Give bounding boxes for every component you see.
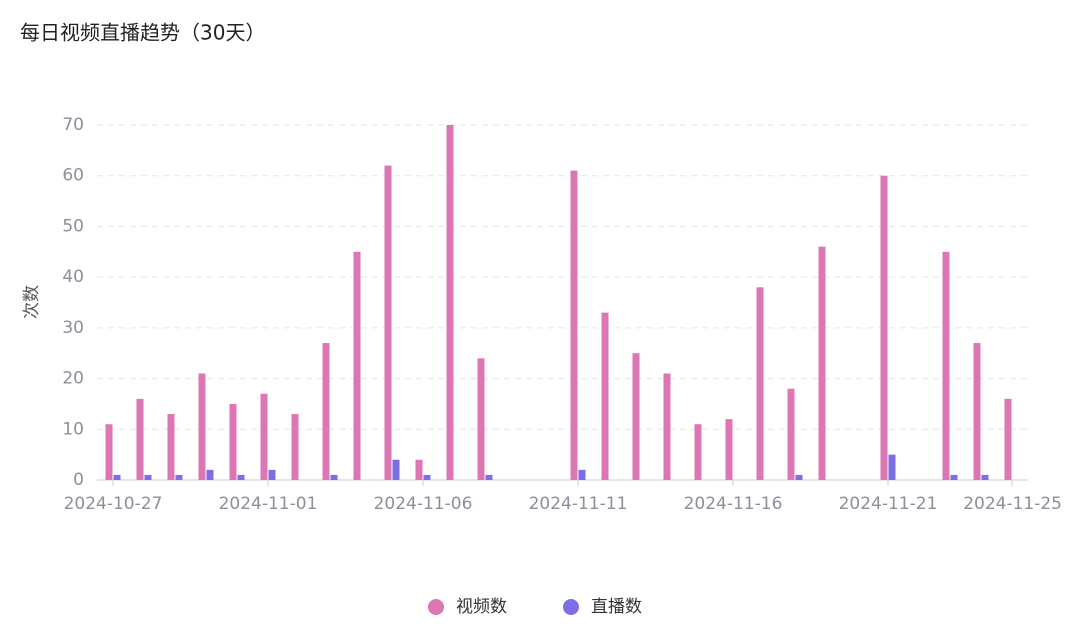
bar — [229, 403, 237, 480]
x-tick-label: 2024-11-21 — [839, 494, 938, 514]
bar — [663, 373, 671, 480]
x-tick-label: 2024-11-11 — [529, 494, 628, 514]
bar — [384, 165, 392, 481]
legend-marker — [563, 599, 579, 615]
bar — [787, 388, 795, 480]
y-tick-label: 30 — [62, 318, 84, 338]
y-tick-label: 0 — [73, 470, 84, 490]
chart-title: 每日视频直播趋势（30天） — [20, 21, 265, 45]
bar — [477, 358, 485, 480]
y-tick-label: 20 — [62, 369, 84, 389]
bar — [694, 424, 702, 480]
bar — [756, 287, 764, 480]
bar — [880, 175, 888, 480]
bar — [446, 125, 454, 480]
bar — [423, 474, 431, 480]
bar — [353, 251, 361, 480]
bar — [942, 251, 950, 480]
x-tick-label: 2024-11-06 — [374, 494, 473, 514]
x-tick-label: 2024-11-25 — [963, 494, 1062, 514]
bar — [950, 474, 958, 480]
y-tick-label: 50 — [62, 216, 84, 236]
bar — [291, 414, 299, 480]
x-tick-label: 2024-11-01 — [219, 494, 318, 514]
bar — [415, 459, 423, 480]
bar — [113, 474, 121, 480]
bar — [1004, 398, 1012, 480]
legend-label: 直播数 — [591, 597, 642, 617]
y-tick-label: 10 — [62, 419, 84, 439]
bar — [260, 393, 268, 480]
bar — [888, 454, 896, 480]
bar — [485, 474, 493, 480]
bar — [330, 474, 338, 480]
bar — [981, 474, 989, 480]
bar — [632, 353, 640, 480]
bar — [175, 474, 183, 480]
legend-marker — [428, 599, 444, 615]
y-tick-label: 60 — [62, 166, 84, 186]
bar — [601, 312, 609, 480]
bar — [578, 469, 586, 480]
bar — [198, 373, 206, 480]
bar — [322, 343, 330, 480]
x-tick-label: 2024-11-16 — [684, 494, 783, 514]
bar — [818, 246, 826, 480]
y-tick-label: 70 — [62, 115, 84, 135]
bar — [144, 474, 152, 480]
bar — [725, 419, 733, 480]
bar — [206, 469, 214, 480]
bar — [268, 469, 276, 480]
bar — [570, 170, 578, 480]
bar — [237, 474, 245, 480]
y-axis-title: 次数 — [22, 285, 42, 319]
bar — [167, 414, 175, 480]
bar — [392, 459, 400, 480]
bar — [136, 398, 144, 480]
bar — [973, 343, 981, 480]
legend-label: 视频数 — [456, 597, 507, 617]
bar — [105, 424, 113, 480]
bar — [795, 474, 803, 480]
x-tick-label: 2024-10-27 — [64, 494, 163, 514]
y-tick-label: 40 — [62, 267, 84, 287]
